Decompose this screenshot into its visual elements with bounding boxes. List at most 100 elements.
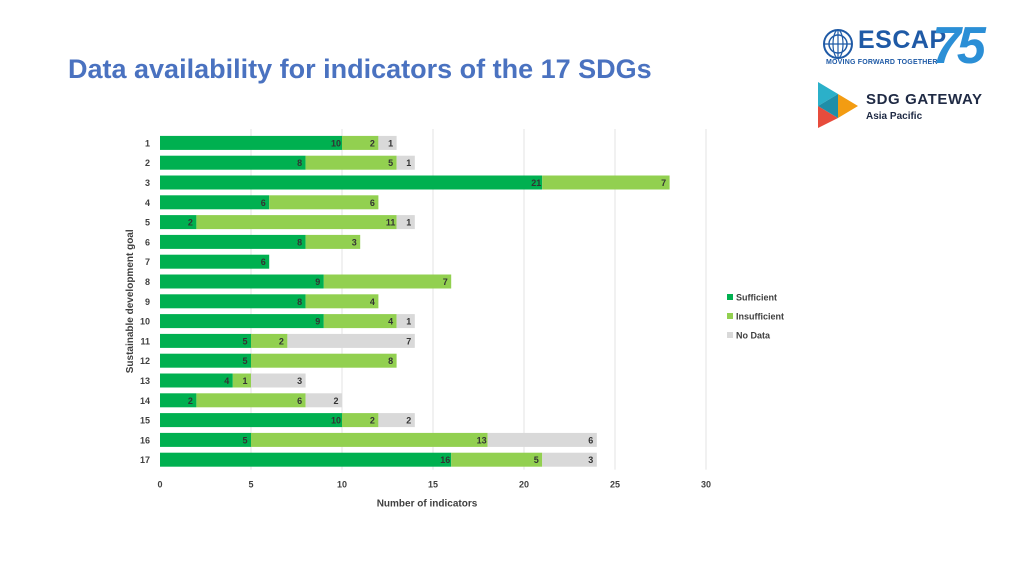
x-tick-label-20: 20: [519, 480, 529, 490]
bar-goal-11-sufficient: [160, 333, 251, 348]
bar-goal-7-sufficient: [160, 254, 270, 269]
y-tick-label-7: 7: [145, 257, 150, 267]
bar-goal-17-no-data: [542, 452, 597, 467]
data-label-goal-13-sufficient: 4: [224, 376, 229, 386]
bar-goal-13-sufficient: [160, 373, 233, 388]
data-label-goal-5-insufficient: 11: [386, 218, 396, 228]
bar-goal-6-insufficient: [305, 234, 361, 249]
un-emblem-icon: [823, 29, 853, 59]
bar-goal-16-no-data: [487, 432, 597, 447]
data-label-goal-16-no-data: 6: [588, 435, 593, 445]
y-tick-label-8: 8: [145, 277, 150, 287]
data-label-goal-12-insufficient: 8: [388, 356, 393, 366]
data-label-goal-3-insufficient: 7: [661, 178, 666, 188]
legend-swatch-sufficient: [727, 294, 733, 300]
y-tick-label-11: 11: [140, 336, 150, 346]
y-tick-label-1: 1: [145, 138, 150, 148]
legend-swatch-insufficient: [727, 313, 733, 319]
y-tick-label-17: 17: [140, 455, 150, 465]
data-label-goal-16-sufficient: 5: [242, 435, 247, 445]
y-tick-label-10: 10: [140, 317, 150, 327]
y-axis-label: Sustainable development goal: [125, 229, 136, 373]
bar-goal-10-insufficient: [323, 314, 397, 329]
bar-goal-5-insufficient: [196, 215, 397, 230]
data-label-goal-10-sufficient: 9: [315, 317, 320, 327]
bar-goal-12-insufficient: [251, 353, 397, 368]
bar-goal-11-no-data: [287, 333, 415, 348]
bar-goal-4-sufficient: [160, 195, 270, 210]
legend-swatch-no-data: [727, 332, 733, 338]
data-label-goal-10-insufficient: 4: [388, 317, 393, 327]
sdg-gateway-wordmark: SDG GATEWAY: [866, 91, 983, 108]
y-tick-label-13: 13: [140, 376, 150, 386]
data-label-goal-15-insufficient: 2: [370, 416, 375, 426]
bar-goal-10-sufficient: [160, 314, 324, 329]
y-tick-label-2: 2: [145, 158, 150, 168]
x-tick-label-5: 5: [248, 480, 253, 490]
x-tick-label-10: 10: [337, 480, 347, 490]
data-label-goal-1-no-data: 1: [388, 138, 393, 148]
data-label-goal-2-no-data: 1: [406, 158, 411, 168]
page-title: Data availability for indicators of the …: [68, 54, 652, 84]
data-label-goal-11-insufficient: 2: [279, 336, 284, 346]
legend-label-sufficient: Sufficient: [736, 293, 777, 303]
x-axis-label: Number of indicators: [377, 499, 478, 510]
bar-goal-9-insufficient: [305, 294, 379, 309]
sdg-gateway-mark-icon: [818, 82, 858, 128]
escap-anniversary-mark: 75: [932, 17, 986, 75]
bar-goal-14-no-data: [305, 393, 342, 408]
bar-goal-13-no-data: [251, 373, 306, 388]
data-label-goal-17-no-data: 3: [588, 455, 593, 465]
data-label-goal-14-sufficient: 2: [188, 396, 193, 406]
data-label-goal-7-sufficient: 6: [261, 257, 266, 267]
bar-goal-1-insufficient: [342, 135, 379, 150]
bar-goal-14-insufficient: [196, 393, 306, 408]
x-tick-label-25: 25: [610, 480, 620, 490]
bar-goal-13-insufficient: [232, 373, 251, 388]
y-tick-label-4: 4: [145, 198, 150, 208]
escap-logo: ESCAP MOVING FORWARD TOGETHER 75: [820, 17, 1002, 76]
data-label-goal-2-insufficient: 5: [388, 158, 393, 168]
bar-goal-10-no-data: [396, 314, 415, 329]
x-tick-label-0: 0: [157, 480, 162, 490]
data-label-goal-13-no-data: 3: [297, 376, 302, 386]
data-label-goal-10-no-data: 1: [406, 317, 411, 327]
bar-goal-16-insufficient: [251, 432, 488, 447]
escap-wordmark: ESCAP: [858, 26, 947, 54]
data-label-goal-4-sufficient: 6: [261, 198, 266, 208]
data-label-goal-6-insufficient: 3: [352, 237, 357, 247]
data-label-goal-11-no-data: 7: [406, 336, 411, 346]
data-label-goal-3-sufficient: 21: [531, 178, 541, 188]
data-label-goal-8-sufficient: 9: [315, 277, 320, 287]
y-tick-label-9: 9: [145, 297, 150, 307]
y-tick-label-15: 15: [140, 416, 150, 426]
bar-goal-12-sufficient: [160, 353, 251, 368]
legend-label-insufficient: Insufficient: [736, 312, 784, 322]
data-label-goal-1-sufficient: 10: [331, 138, 341, 148]
x-tick-label-15: 15: [428, 480, 438, 490]
bar-goal-1-sufficient: [160, 135, 342, 150]
bar-goal-2-no-data: [396, 155, 415, 170]
data-label-goal-4-insufficient: 6: [370, 198, 375, 208]
bar-goal-4-insufficient: [269, 195, 379, 210]
data-label-goal-6-sufficient: 8: [297, 237, 302, 247]
bar-goal-9-sufficient: [160, 294, 306, 309]
bar-goal-11-insufficient: [251, 333, 288, 348]
bar-goal-15-no-data: [378, 413, 415, 428]
legend-label-no-data: No Data: [736, 331, 771, 341]
bar-goal-14-sufficient: [160, 393, 197, 408]
bar-goal-15-sufficient: [160, 413, 342, 428]
bar-goal-17-insufficient: [451, 452, 543, 467]
data-label-goal-14-insufficient: 6: [297, 396, 302, 406]
data-label-goal-17-sufficient: 16: [440, 455, 450, 465]
bar-goal-5-no-data: [396, 215, 415, 230]
bar-goal-2-sufficient: [160, 155, 306, 170]
bar-goal-5-sufficient: [160, 215, 197, 230]
bar-goal-3-insufficient: [542, 175, 670, 190]
data-label-goal-14-no-data: 2: [333, 396, 338, 406]
data-label-goal-2-sufficient: 8: [297, 158, 302, 168]
data-label-goal-9-sufficient: 8: [297, 297, 302, 307]
data-label-goal-9-insufficient: 4: [370, 297, 375, 307]
bar-goal-15-insufficient: [342, 413, 379, 428]
